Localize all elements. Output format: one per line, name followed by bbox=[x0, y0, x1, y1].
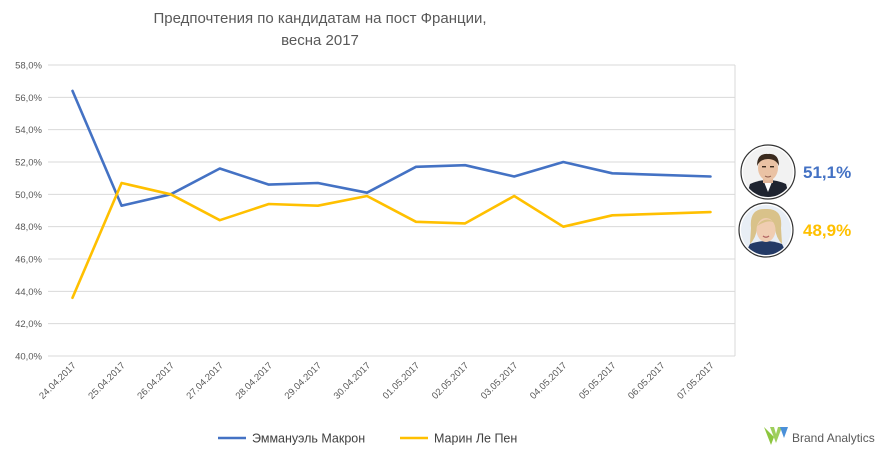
y-tick-label: 58,0% bbox=[15, 61, 42, 72]
x-tick-label: 26.04.2017 bbox=[135, 360, 176, 401]
x-tick-label: 07.05.2017 bbox=[675, 360, 716, 401]
series-line-lepen bbox=[71, 181, 712, 300]
legend-label: Марин Ле Пен bbox=[434, 432, 517, 446]
y-tick-label: 40,0% bbox=[15, 352, 42, 363]
brand-analytics-logo-icon bbox=[764, 427, 788, 445]
x-tick-label: 02.05.2017 bbox=[430, 360, 471, 401]
chart-title-line: весна 2017 bbox=[281, 32, 359, 49]
y-tick-label: 46,0% bbox=[15, 255, 42, 266]
series-lines bbox=[71, 89, 712, 300]
y-axis-ticks: 40,0% 42,0% 44,0% 46,0% 48,0% 50,0% 52,0% 54,0%… bbox=[15, 61, 42, 363]
y-tick-label: 50,0% bbox=[15, 190, 42, 201]
x-tick-label: 25.04.2017 bbox=[86, 360, 127, 401]
x-tick-label: 03.05.2017 bbox=[479, 360, 520, 401]
macron-final-value: 51,1% bbox=[803, 163, 851, 182]
y-tick-label: 56,0% bbox=[15, 93, 42, 104]
x-tick-label: 28.04.2017 bbox=[234, 360, 275, 401]
x-tick-label: 29.04.2017 bbox=[283, 360, 324, 401]
x-tick-label: 05.05.2017 bbox=[577, 360, 618, 401]
lepen-final-value: 48,9% bbox=[803, 221, 851, 240]
x-tick-label: 27.04.2017 bbox=[184, 360, 225, 401]
chart-title-line: Предпочтения по кандидатам на пост Франц… bbox=[153, 10, 486, 27]
x-tick-label: 06.05.2017 bbox=[626, 360, 667, 401]
y-tick-label: 52,0% bbox=[15, 158, 42, 169]
x-axis-ticks: 24.04.2017 25.04.2017 26.04.2017 27.04.2017… bbox=[37, 360, 716, 401]
x-tick-label: 30.04.2017 bbox=[332, 360, 373, 401]
legend: Эммануэль Макрон Марин Ле Пен bbox=[218, 432, 517, 446]
x-tick-label: 24.04.2017 bbox=[37, 360, 78, 401]
chart-title: Предпочтения по кандидатам на пост Франц… bbox=[153, 10, 486, 49]
legend-label: Эммануэль Макрон bbox=[252, 432, 365, 446]
y-tick-label: 42,0% bbox=[15, 319, 42, 330]
brand-analytics-text: Brand Analytics bbox=[792, 431, 875, 445]
gridlines bbox=[48, 64, 736, 357]
x-tick-label: 01.05.2017 bbox=[381, 360, 422, 401]
y-tick-label: 54,0% bbox=[15, 125, 42, 136]
lepen-portrait-icon bbox=[738, 202, 794, 258]
y-tick-label: 44,0% bbox=[15, 287, 42, 298]
macron-portrait-icon bbox=[740, 144, 796, 200]
series-line-macron bbox=[71, 89, 712, 207]
y-tick-label: 48,0% bbox=[15, 222, 42, 233]
x-tick-label: 04.05.2017 bbox=[528, 360, 569, 401]
